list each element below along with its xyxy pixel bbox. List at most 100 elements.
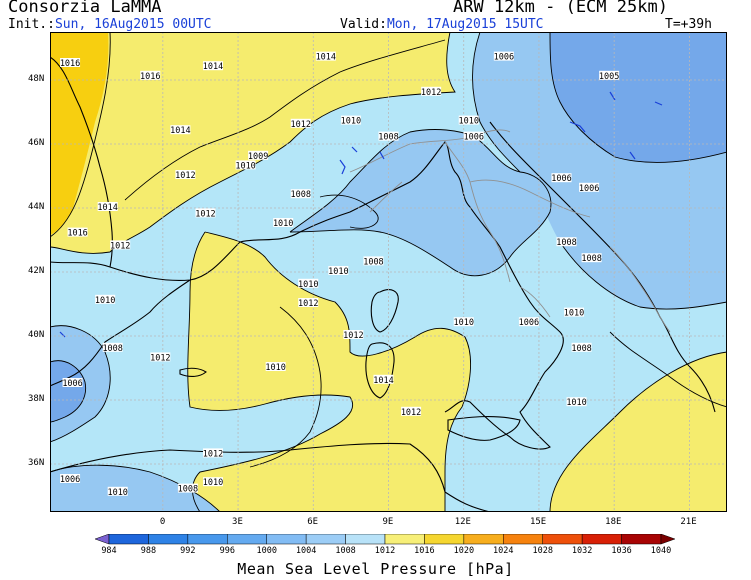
isobar-label-bg bbox=[378, 131, 399, 141]
isobar-label: 1006 bbox=[519, 318, 539, 328]
init-value: Sun, 16Aug2015 00UTC bbox=[54, 17, 212, 32]
isobar-label: 1014 bbox=[170, 126, 190, 136]
latitude-tick-label: 46N bbox=[28, 138, 45, 148]
longitude-tick-label: 9E bbox=[382, 517, 394, 527]
colorbar-level-label: 1020 bbox=[454, 546, 474, 556]
isobar-label-bg bbox=[571, 342, 592, 352]
colorbar-swatch bbox=[424, 534, 465, 545]
colorbar-level-label: 1028 bbox=[532, 546, 552, 556]
isobar-label-bg bbox=[175, 170, 196, 179]
isobar-label: 1006 bbox=[494, 53, 514, 63]
field-trough-africa bbox=[50, 465, 220, 512]
colorbar-level-label: 1008 bbox=[335, 546, 355, 556]
isobar-label-bg bbox=[453, 317, 474, 327]
colorbar-swatch bbox=[542, 534, 583, 545]
isobar-label-bg bbox=[290, 189, 311, 199]
isobar-label-bg bbox=[564, 307, 585, 317]
isobar-label-bg bbox=[315, 51, 336, 61]
isobar-label-bg bbox=[248, 150, 269, 160]
colorbar-swatch bbox=[581, 534, 622, 545]
longitude-tick-label: 12E bbox=[454, 517, 471, 527]
isobar-label-bg bbox=[328, 266, 349, 275]
isobar-label: 1005 bbox=[599, 72, 619, 82]
isobar-label-bg bbox=[373, 374, 394, 384]
isobar-label: 1014 bbox=[203, 62, 223, 72]
isobar-label: 1006 bbox=[579, 184, 599, 194]
isobar-label: 1012 bbox=[175, 171, 195, 181]
isobar-label: 1012 bbox=[401, 408, 421, 418]
isobar-label-bg bbox=[265, 362, 286, 371]
colorbar-swatch bbox=[108, 534, 149, 545]
colorbar-level-label: 1032 bbox=[572, 546, 592, 556]
isobar-label-bg bbox=[463, 131, 484, 141]
isobar-label-bg bbox=[177, 483, 198, 493]
isobar-label-bg bbox=[493, 51, 514, 61]
longitude-tick-label: 0 bbox=[159, 517, 166, 527]
isobar-label: 1012 bbox=[203, 449, 223, 459]
isobar-label: 1010 bbox=[107, 488, 127, 498]
isobar-label: 1006 bbox=[62, 379, 82, 389]
isobar-label: 1008 bbox=[363, 257, 383, 267]
isobar-label: 1006 bbox=[551, 174, 571, 184]
isobar-label: 1010 bbox=[328, 267, 348, 277]
pressure-map: 1016 1016 1014 1014 1014 1012 1012 1010 1008 1009… bbox=[50, 32, 727, 512]
field-trough-1004-hungary bbox=[550, 32, 727, 163]
colorbar-level-label: 1040 bbox=[651, 546, 671, 556]
isobar-label-bg bbox=[343, 330, 364, 339]
isobar-label-bg bbox=[62, 378, 83, 387]
latitude-tick-label: 48N bbox=[28, 74, 45, 84]
isobar-label-bg bbox=[102, 342, 123, 352]
isobar-label: 1008 bbox=[556, 238, 576, 248]
isobar-label-bg bbox=[170, 125, 191, 135]
latitude-tick-label: 42N bbox=[28, 266, 45, 276]
isobar-label-bg bbox=[298, 278, 319, 288]
longitude-tick-label: 15E bbox=[529, 517, 547, 527]
valid-time: Valid:Mon, 17Aug2015 15UTC bbox=[340, 17, 544, 32]
colorbar-swatch bbox=[148, 534, 189, 545]
isobar-label: 1010 bbox=[203, 478, 223, 488]
isobar-label-bg bbox=[566, 397, 587, 407]
valid-label: Valid: bbox=[340, 17, 387, 32]
isobar-label: 1009 bbox=[248, 152, 268, 162]
longitude-tick-label: 3E bbox=[232, 517, 243, 527]
isobar-label: 1006 bbox=[464, 133, 484, 143]
legend-title: Mean Sea Level Pressure [hPa] bbox=[237, 560, 514, 578]
isobar-label-bg bbox=[556, 237, 577, 247]
field-ridge-central bbox=[187, 232, 471, 512]
isobar-label-bg bbox=[363, 256, 384, 266]
product-title: Consorzia LaMMA bbox=[8, 0, 162, 17]
isobar-label: 1012 bbox=[110, 241, 130, 251]
colorbar-swatch bbox=[621, 534, 662, 545]
isobar-label: 1008 bbox=[571, 344, 591, 354]
colorbar-level-label: 1036 bbox=[611, 546, 631, 556]
colorbar-level-label: 1012 bbox=[375, 546, 395, 556]
isobar-label: 1014 bbox=[97, 203, 117, 213]
isobar-label: 1012 bbox=[421, 88, 441, 98]
isobar-label: 1010 bbox=[564, 309, 584, 319]
isobar-label: 1008 bbox=[102, 344, 122, 354]
colorbar-level-label: 1000 bbox=[256, 546, 276, 556]
colorbar-swatch bbox=[95, 534, 110, 545]
isobar-label-bg bbox=[579, 182, 600, 192]
isobar-label-bg bbox=[60, 474, 81, 483]
isobar-label: 1014 bbox=[373, 376, 393, 386]
isobar-label-bg bbox=[107, 486, 128, 496]
isobar-label: 1012 bbox=[298, 299, 318, 309]
isobar-label-bg bbox=[401, 406, 422, 416]
isobar-label: 1008 bbox=[378, 133, 398, 143]
isobar-label: 1012 bbox=[343, 331, 363, 341]
isobar-label-bg bbox=[298, 298, 319, 307]
isobar-label: 1010 bbox=[458, 117, 478, 127]
model-resolution: ARW 12km - (ECM 25km) bbox=[453, 0, 668, 17]
latitude-tick-label: 38N bbox=[28, 394, 45, 404]
colorbar-level-label: 1024 bbox=[493, 546, 513, 556]
colorbar-swatch bbox=[660, 534, 675, 545]
isobar-label: 1010 bbox=[453, 318, 473, 328]
isobar-label-bg bbox=[458, 115, 479, 125]
colorbar-swatch bbox=[345, 534, 386, 545]
colorbar-swatch bbox=[266, 534, 307, 545]
init-time: Init.:Sun, 16Aug2015 00UTC bbox=[8, 17, 212, 32]
isobar-label-bg bbox=[195, 208, 216, 218]
isobar-label: 1008 bbox=[290, 190, 310, 200]
longitude-tick-label: 18E bbox=[605, 517, 622, 527]
